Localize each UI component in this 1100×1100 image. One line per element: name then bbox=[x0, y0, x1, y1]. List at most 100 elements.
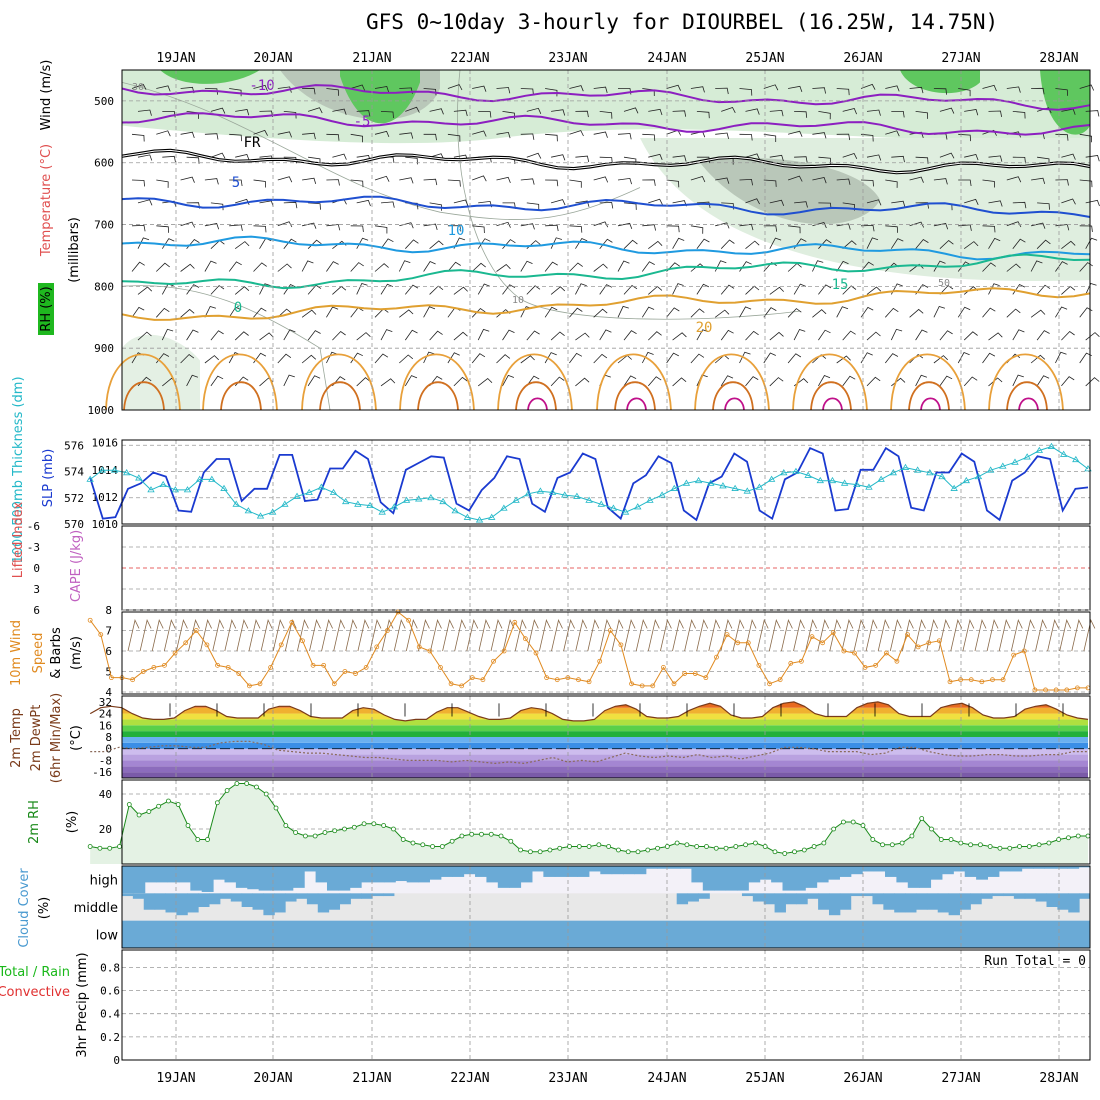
wind-barb bbox=[763, 179, 777, 187]
thickness-point bbox=[743, 487, 751, 494]
wind-barb bbox=[890, 328, 903, 341]
cloud-middle-bar bbox=[698, 893, 710, 899]
surface-wind-barb bbox=[914, 619, 926, 652]
contour-label: -10 bbox=[249, 78, 274, 94]
thickness-point bbox=[780, 469, 788, 476]
wind-barb bbox=[933, 223, 949, 230]
cloud-high-bar bbox=[907, 866, 920, 888]
wind-barb bbox=[842, 375, 856, 387]
wind-speed-point bbox=[745, 640, 751, 646]
wind-barb bbox=[156, 262, 170, 272]
wind-barb bbox=[332, 376, 346, 387]
cloud-middle-bar bbox=[361, 893, 373, 899]
wind-barb bbox=[599, 329, 612, 341]
surface-wind-barb bbox=[539, 619, 551, 652]
wind-barb bbox=[569, 130, 584, 137]
cloud-middle-bar bbox=[763, 893, 776, 905]
wind-barb bbox=[909, 263, 924, 272]
thickness-tick-label: 574 bbox=[64, 466, 84, 479]
wind-barb bbox=[380, 378, 396, 387]
panel-frame bbox=[121, 695, 1091, 779]
temp-tick-label: 16 bbox=[99, 719, 112, 732]
wind-barb bbox=[356, 377, 371, 387]
wind-barb bbox=[1036, 239, 1051, 249]
wind-barb bbox=[866, 286, 882, 295]
wind-barb bbox=[301, 354, 317, 364]
isotherm-line bbox=[121, 84, 1091, 111]
rh-point bbox=[694, 844, 700, 849]
rh-point bbox=[811, 844, 817, 849]
wind-barb bbox=[259, 332, 274, 341]
wind-barb bbox=[715, 87, 729, 95]
surface-wind-barb bbox=[188, 619, 200, 652]
wind-barb bbox=[666, 225, 680, 233]
surface-wind-barb bbox=[1010, 619, 1023, 652]
wind-barb bbox=[374, 130, 390, 138]
surface-wind-barb bbox=[405, 619, 418, 652]
wind-speed-point bbox=[671, 681, 677, 687]
wind-barb bbox=[399, 177, 414, 184]
rh-point bbox=[674, 840, 680, 846]
cloud-high-bar bbox=[531, 866, 544, 872]
wind-barb bbox=[550, 376, 565, 387]
cloud-high-bar bbox=[349, 866, 362, 888]
wind-barb bbox=[472, 85, 487, 92]
thickness-point bbox=[427, 493, 435, 501]
wind-speed-point bbox=[883, 650, 889, 656]
temp-axis-label: 2m Temp bbox=[9, 708, 24, 768]
wind-barb bbox=[308, 202, 321, 210]
wind-barb bbox=[599, 202, 614, 209]
wind-barb bbox=[818, 284, 832, 295]
cloud-row-label: low bbox=[96, 928, 119, 943]
cloud-middle-bar bbox=[687, 893, 699, 902]
wind-barb bbox=[234, 331, 249, 341]
wind-barb bbox=[180, 308, 195, 318]
cloud-high-bar bbox=[885, 866, 897, 877]
cloud-middle-bar bbox=[274, 893, 286, 913]
wind-barb bbox=[1079, 307, 1093, 318]
temp-tick-label: -8 bbox=[99, 754, 112, 767]
wind-barb bbox=[404, 375, 418, 387]
cloud-high-bar bbox=[930, 866, 943, 880]
wind-speed-point bbox=[841, 648, 847, 654]
thickness-point bbox=[208, 475, 216, 482]
rh-point bbox=[371, 821, 377, 827]
surface-wind-barb bbox=[502, 619, 515, 652]
date-label-bottom: 20JAN bbox=[253, 1071, 292, 1086]
wind-barb bbox=[453, 286, 468, 295]
rh-point bbox=[655, 845, 660, 851]
wind-speed-point bbox=[809, 634, 815, 640]
surface-wind-barb bbox=[974, 619, 987, 652]
thickness-tick-label: 570 bbox=[64, 518, 84, 531]
wind-barb bbox=[423, 306, 436, 318]
rh-point bbox=[537, 849, 543, 855]
thickness-point bbox=[183, 486, 192, 493]
pressure-tick-label: 500 bbox=[94, 95, 114, 108]
precip-axis-label: 3hr Precip (mm) bbox=[75, 952, 90, 1057]
wind-speed-point bbox=[830, 630, 836, 635]
wind-barb bbox=[526, 285, 541, 295]
wind-speed-point bbox=[1074, 685, 1080, 691]
wind-barb bbox=[502, 284, 516, 295]
rh-point bbox=[469, 831, 475, 837]
cloud-high-bar bbox=[497, 866, 510, 888]
wind-barb bbox=[228, 306, 242, 318]
wind-speed-point bbox=[246, 683, 252, 689]
cloud-high-bar bbox=[862, 866, 875, 872]
cloud-middle-bar bbox=[937, 893, 950, 913]
surface-wind-barb bbox=[297, 619, 309, 652]
wind-barb bbox=[793, 329, 806, 341]
wind-barb bbox=[186, 156, 200, 164]
cloud-high-bar bbox=[566, 866, 579, 877]
wind-barb bbox=[648, 240, 663, 250]
temp-band bbox=[122, 772, 1089, 778]
surface-wind-barb bbox=[236, 619, 249, 652]
wind-barb bbox=[356, 199, 371, 207]
rh-shade-30 bbox=[122, 334, 200, 410]
wind-speed-point bbox=[979, 679, 985, 685]
temp-band bbox=[122, 766, 1089, 773]
rh-point bbox=[596, 842, 602, 848]
rh-point bbox=[557, 845, 563, 851]
wind-barb bbox=[429, 330, 443, 341]
wind-barb bbox=[234, 241, 250, 250]
